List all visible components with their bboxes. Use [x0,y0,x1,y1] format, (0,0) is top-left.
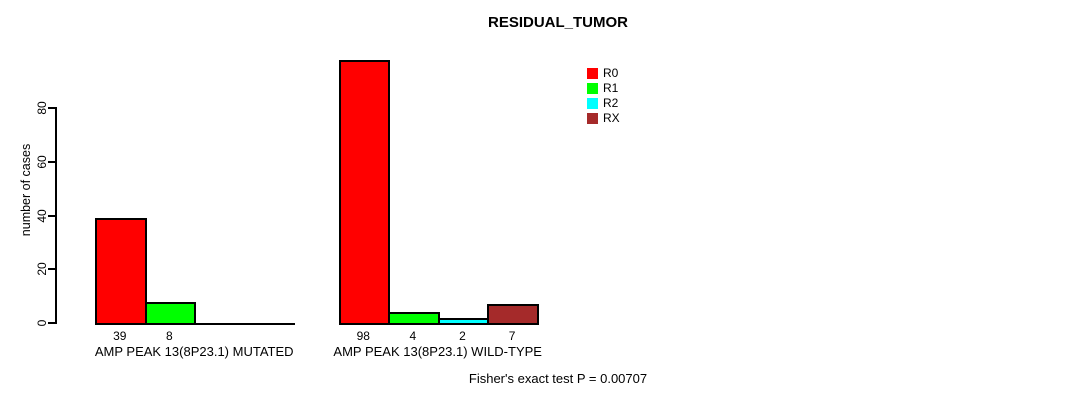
bar-r1-group1 [144,301,197,325]
legend-swatch-r1 [587,83,598,94]
y-axis-tick-label: 60 [35,155,49,169]
y-axis-tick [48,322,55,324]
legend-item-r2: R2 [587,96,620,111]
legend-item-r0: R0 [587,66,620,81]
bar-value-label: 4 [409,329,417,343]
y-axis-tick-label: 0 [35,319,49,327]
bar-value-label: 39 [113,329,127,343]
bar-value-label: 7 [508,329,516,343]
bar-value-label: 2 [459,329,466,343]
y-axis-tick-label: 20 [35,262,49,276]
legend-label-r1: R1 [603,81,619,95]
bar-r0-group2 [338,59,391,325]
legend-label-rx: RX [603,111,620,125]
y-axis-tick [48,214,55,217]
bar-r2-group2 [437,317,490,325]
y-axis-tick-label: 80 [35,101,49,115]
bar-rx-group2 [487,304,539,325]
x-axis-category-label: AMP PEAK 13(8P23.1) MUTATED [94,344,294,359]
bar-r0-group1 [95,218,147,325]
bar-value-label: 98 [356,329,370,343]
bar-r1-group2 [388,312,440,325]
y-axis-tick-label: 40 [35,208,49,223]
legend-label-r2: R2 [603,96,619,110]
legend-label-r0: R0 [603,66,619,80]
chart-title: RESIDUAL_TUMOR [487,14,629,31]
legend-swatch-rx [587,113,598,124]
y-axis-line [55,107,57,324]
legend-swatch-r0 [587,68,598,79]
legend-item-r1: R1 [587,81,620,96]
legend-swatch-r2 [587,98,598,109]
bar-value-label: 8 [166,329,173,343]
fisher-test-annotation: Fisher's exact test P = 0.00707 [468,371,648,386]
y-axis-tick [48,268,55,271]
legend-item-rx: RX [587,111,620,126]
legend: R0 R1 R2 RX [587,66,620,126]
x-axis-category-label: AMP PEAK 13(8P23.1) WILD-TYPE [333,344,542,359]
y-axis-tick [48,160,55,163]
y-axis-tick [48,107,55,109]
